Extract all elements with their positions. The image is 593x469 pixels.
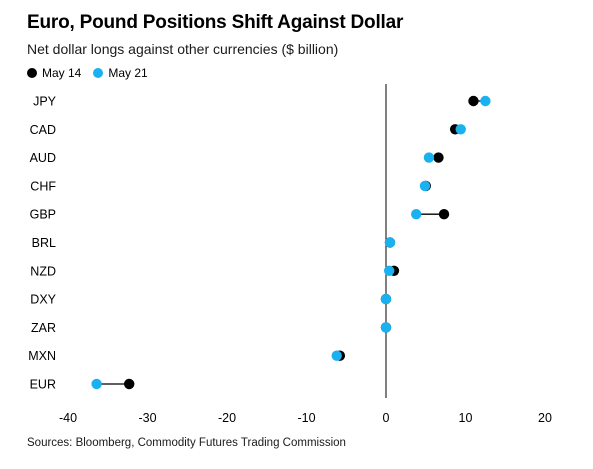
category-label-dxy: DXY	[30, 293, 56, 307]
dot-may21-aud	[423, 152, 435, 163]
x-tick-label-2: -20	[218, 411, 236, 425]
dot-may21-eur	[91, 378, 102, 390]
category-label-gbp: GBP	[30, 208, 56, 222]
legend-item-may14: May 14	[27, 66, 81, 80]
dot-may21-brl	[384, 237, 396, 248]
category-label-aud: AUD	[30, 151, 56, 165]
legend-swatch-may14	[27, 68, 37, 78]
x-tick-label-3: -10	[297, 411, 315, 425]
category-label-brl: BRL	[32, 236, 56, 250]
legend: May 14 May 21	[27, 66, 160, 80]
category-label-chf: CHF	[30, 179, 56, 193]
category-label-zar: ZAR	[31, 321, 56, 335]
dot-may14-aud	[433, 152, 444, 163]
dot-may14-jpy	[468, 95, 479, 107]
legend-label-may14: May 14	[42, 66, 82, 80]
category-label-nzd: NZD	[30, 264, 56, 278]
dot-may21-mxn	[331, 350, 342, 361]
legend-item-may21: May 21	[93, 66, 148, 80]
dot-may21-zar	[380, 322, 392, 333]
dot-may21-dxy	[380, 293, 392, 305]
legend-swatch-may21	[93, 68, 104, 78]
dot-may21-cad	[455, 124, 466, 135]
chart-subtitle: Net dollar longs against other currencie…	[27, 41, 339, 57]
x-tick-label-5: 10	[459, 411, 473, 425]
category-label-mxn: MXN	[28, 349, 56, 363]
category-label-cad: CAD	[30, 123, 56, 137]
dot-may14-eur	[124, 378, 135, 390]
source-note: Sources: Bloomberg, Commodity Futures Tr…	[27, 437, 346, 449]
chart-title: Euro, Pound Positions Shift Against Doll…	[27, 12, 404, 33]
x-tick-label-6: 20	[538, 411, 552, 425]
category-label-jpy: JPY	[33, 95, 57, 109]
legend-label-may21: May 21	[108, 66, 148, 80]
dot-may21-chf	[419, 180, 431, 192]
dot-may14-gbp	[438, 209, 450, 220]
dot-may21-nzd	[383, 265, 395, 276]
x-tick-label-4: 0	[383, 411, 390, 425]
dot-may21-gbp	[411, 209, 422, 220]
x-tick-label-1: -30	[138, 411, 156, 425]
x-tick-label-0: -40	[59, 411, 77, 425]
dot-may21-jpy	[480, 95, 491, 107]
category-label-eur: EUR	[30, 378, 56, 392]
